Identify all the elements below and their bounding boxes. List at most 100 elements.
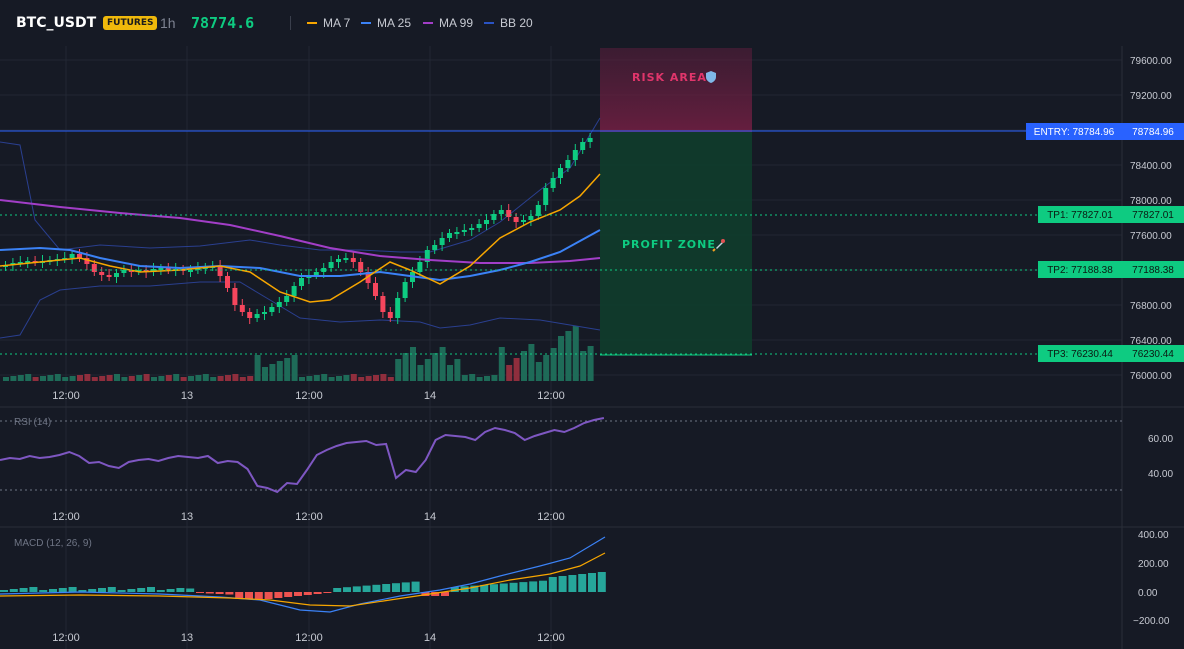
entry-tag[interactable]: ENTRY: 78784.96 78784.96 — [1026, 123, 1184, 140]
price-axis-tick: 79200.00 — [1130, 91, 1172, 102]
candle-body — [469, 228, 475, 230]
volume-bar — [358, 377, 365, 381]
volume-bar — [395, 359, 402, 381]
macd-histogram-bar — [39, 590, 48, 592]
time-axis-tick: 14 — [424, 390, 436, 402]
legend-ma25[interactable]: MA 25 — [361, 16, 411, 30]
tp2-tag[interactable]: TP2: 77188.38 77188.38 — [1038, 261, 1184, 278]
volume-bar — [454, 359, 461, 381]
candle-body — [84, 258, 90, 264]
tp1-tag[interactable]: TP1: 77827.01 77827.01 — [1038, 206, 1184, 223]
candle-body — [313, 272, 319, 275]
price-axis-tick: 76400.00 — [1130, 336, 1172, 347]
macd-histogram-bar — [107, 587, 116, 592]
time-axis-tick: 12:00 — [52, 390, 80, 402]
candle-body — [439, 238, 445, 245]
ma7-line — [0, 173, 601, 303]
macd-histogram-bar — [529, 581, 538, 592]
macd-histogram-bar — [548, 577, 557, 592]
volume-bar — [32, 377, 39, 381]
candle-body — [543, 188, 549, 205]
macd-histogram-bar — [117, 590, 126, 592]
volume-bar — [432, 353, 439, 381]
macd-tick: 400.00 — [1138, 530, 1169, 541]
candle-body — [447, 233, 452, 238]
volume-bar — [535, 362, 542, 381]
shield-icon — [706, 71, 716, 83]
candle-body — [114, 273, 119, 277]
volume-bar — [306, 376, 313, 381]
volume-bar — [77, 375, 83, 381]
volume-bar — [461, 375, 468, 381]
candle-body — [513, 217, 519, 222]
candle-body — [550, 178, 556, 188]
macd-histogram-bar — [205, 592, 214, 594]
volume-bar — [128, 376, 135, 381]
macd-title[interactable]: MACD (12, 26, 9) — [14, 538, 92, 549]
volume-bar — [202, 374, 209, 381]
price-axis[interactable]: 79600.00 79200.00 78400.00 78000.00 77600.00… — [1130, 56, 1172, 382]
candle-body — [291, 286, 297, 296]
volume-bar — [188, 376, 194, 381]
timeframe-label[interactable]: 1h — [160, 15, 176, 31]
legend-ma99[interactable]: MA 99 — [423, 16, 473, 30]
candle-body — [99, 272, 105, 275]
legend-ma7[interactable]: MA 7 — [307, 16, 350, 30]
rsi-title[interactable]: RSI (14) — [14, 417, 51, 428]
time-axis-main[interactable]: 12:00 13 12:00 14 12:00 — [52, 390, 565, 402]
volume-bar — [254, 355, 261, 381]
time-axis-tick: 12:00 — [537, 632, 565, 644]
volume-bar — [373, 375, 379, 381]
price-axis-tick: 76800.00 — [1130, 301, 1172, 312]
macd-histogram-bar — [509, 582, 518, 592]
legend-bb20-label: BB 20 — [500, 16, 533, 30]
legend-bb20[interactable]: BB 20 — [484, 16, 533, 30]
candle-body — [121, 270, 127, 273]
macd-histogram-bar — [431, 592, 440, 596]
tp1-tag-label: TP1: 77827.01 — [1047, 210, 1113, 221]
macd-histogram-bar — [519, 582, 528, 592]
risk-area-zone[interactable] — [600, 48, 752, 132]
volume-bar — [402, 353, 409, 381]
macd-histogram-bar — [382, 584, 391, 592]
volume-bar — [513, 358, 520, 381]
volume-bar — [3, 377, 9, 381]
macd-histogram-bar — [362, 585, 371, 592]
candle-body — [91, 264, 97, 272]
macd-histogram-bar — [68, 587, 77, 592]
volume-bar — [136, 375, 143, 381]
time-axis-rsi[interactable]: 12:00 13 12:00 14 12:00 — [52, 511, 565, 523]
profit-zone[interactable] — [600, 132, 752, 355]
time-axis-macd[interactable]: 12:00 13 12:00 14 12:00 — [52, 632, 565, 644]
volume-bar — [84, 374, 91, 381]
macd-tick: 200.00 — [1138, 559, 1169, 570]
rsi-tick: 40.00 — [1148, 469, 1173, 480]
macd-histogram-bar — [450, 587, 459, 592]
volume-bar — [328, 377, 335, 381]
candle-body — [358, 262, 364, 272]
macd-histogram — [0, 572, 606, 600]
candle-body — [558, 168, 563, 178]
tp1-axis-value: 77827.01 — [1132, 210, 1174, 221]
candle-body — [476, 224, 482, 228]
symbol-label[interactable]: BTC_USDT — [16, 15, 97, 31]
volume-bar — [521, 351, 527, 381]
macd-histogram-bar — [147, 587, 155, 592]
volume-bar — [417, 365, 424, 381]
candle-body — [217, 266, 223, 276]
risk-area-label: RISK AREA — [632, 71, 707, 84]
tp3-tag[interactable]: TP3: 76230.44 76230.44 — [1038, 345, 1184, 362]
candle-body — [188, 270, 193, 272]
macd-histogram-bar — [441, 592, 449, 596]
macd-histogram-bar — [274, 592, 283, 598]
candle-body — [336, 259, 341, 262]
price-axis-tick: 76000.00 — [1130, 371, 1172, 382]
volume-bar — [114, 374, 120, 381]
macd-histogram-bar — [372, 584, 381, 592]
candle-body — [424, 250, 430, 262]
candle-body — [380, 296, 386, 312]
candle-body — [395, 298, 401, 318]
candle-body — [484, 220, 489, 224]
time-axis-tick: 12:00 — [295, 511, 323, 523]
